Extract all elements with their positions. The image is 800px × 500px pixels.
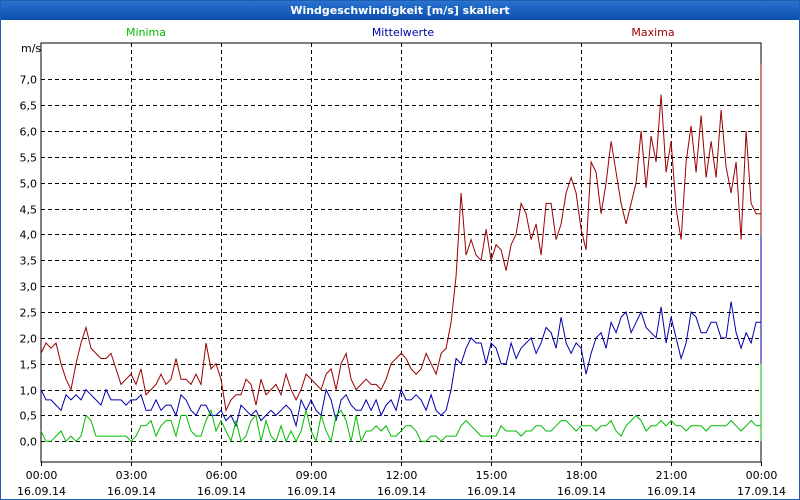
y-tick-label: 2,0 (20, 333, 38, 346)
x-tick-date: 16.09.14 (557, 485, 606, 498)
y-tick-label: 7,0 (20, 74, 38, 87)
x-tick-time: 18:00 (566, 469, 598, 482)
x-tick-date: 16.09.14 (17, 485, 66, 498)
x-tick-date: 17.09.14 (737, 485, 786, 498)
y-axis-label: m/s (21, 42, 41, 55)
x-tick-time: 00:00 (746, 469, 778, 482)
window-title: Windgeschwindigkeit [m/s] skaliert (1, 1, 799, 20)
grid-lines (41, 43, 761, 462)
series-lines (40, 63, 762, 443)
legend-mittelwerte: Mittelwerte (372, 26, 435, 39)
series-line-minima (40, 363, 762, 443)
x-tick-date: 16.09.14 (107, 485, 156, 498)
x-tick-time: 06:00 (206, 469, 238, 482)
x-tick-time: 00:00 (26, 469, 58, 482)
y-tick-label: 2,5 (20, 307, 38, 320)
plot-area (40, 42, 762, 463)
x-tick-time: 03:00 (116, 469, 148, 482)
y-tick-label: 5,0 (20, 178, 38, 191)
y-tick-label: 0,5 (20, 410, 38, 423)
y-tick-label: 4,0 (20, 229, 38, 242)
legend-maxima: Maxima (631, 26, 674, 39)
y-tick-label: 3,0 (20, 281, 38, 294)
x-tick-date: 16.09.14 (467, 485, 516, 498)
x-tick-time: 09:00 (296, 469, 328, 482)
x-tick-date: 16.09.14 (197, 485, 246, 498)
legend-minima: Minima (126, 26, 166, 39)
plot-frame (40, 42, 762, 463)
wind-speed-chart: 0,0 0,5 1,0 1,5 2,0 2,5 3,0 3,5 4,0 4,5 5,0 5,5 6,0 6… (17, 26, 786, 498)
y-tick-label: 1,0 (20, 385, 38, 398)
x-axis: 00:00 16.09.14 03:00 16.09.14 06:00 16.09.14 0… (17, 462, 786, 498)
y-tick-label: 0,0 (20, 436, 38, 449)
y-tick-label: 5,5 (20, 152, 38, 165)
y-tick-label: 3,5 (20, 255, 38, 268)
x-tick-date: 16.09.14 (377, 485, 426, 498)
x-tick-date: 16.09.14 (647, 485, 696, 498)
x-tick-time: 21:00 (656, 469, 688, 482)
y-tick-label: 6,0 (20, 126, 38, 139)
y-axis: 0,0 0,5 1,0 1,5 2,0 2,5 3,0 3,5 4,0 4,5 5,0 5,5 6,0 6… (20, 74, 38, 449)
x-tick-time: 12:00 (386, 469, 418, 482)
x-tick-date: 16.09.14 (287, 485, 336, 498)
y-tick-label: 6,5 (20, 100, 38, 113)
y-tick-label: 4,5 (20, 204, 38, 217)
legend: Maxima Mittelwerte Minima (126, 26, 675, 39)
x-tick-time: 15:00 (476, 469, 508, 482)
y-tick-label: 1,5 (20, 359, 38, 372)
